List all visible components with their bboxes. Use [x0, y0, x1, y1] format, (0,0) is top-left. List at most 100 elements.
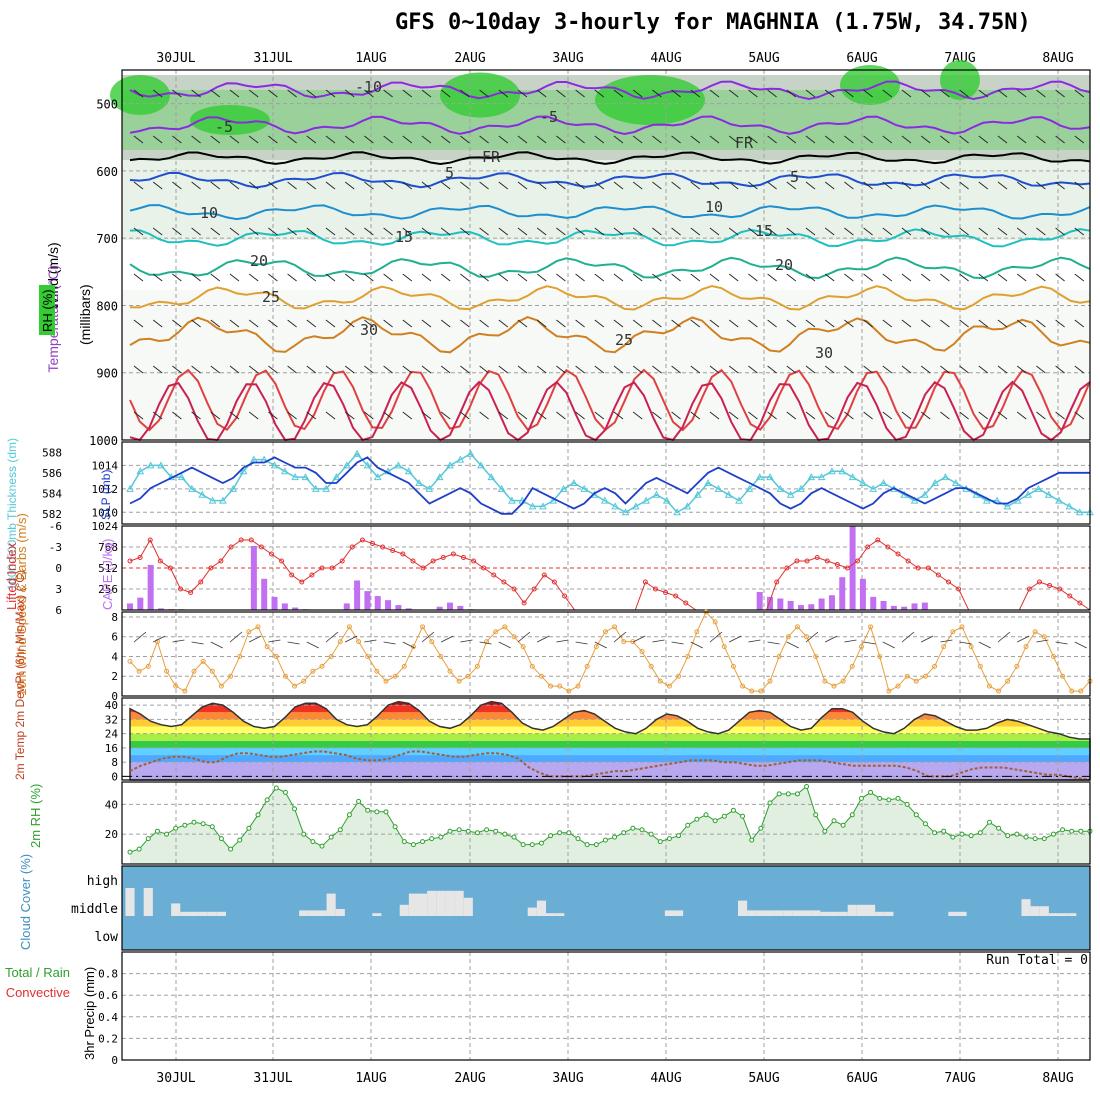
wind-barb: [152, 411, 163, 420]
lifted-index-marker: [319, 565, 325, 571]
wind-barb: [1036, 89, 1046, 98]
slp-tick-label: 1010: [92, 506, 119, 519]
cloud-bar: [747, 910, 757, 916]
surface-wind-barb: [959, 641, 972, 645]
wind-barb: [786, 227, 797, 236]
cape-bar: [447, 602, 453, 610]
lifted-index-marker: [501, 579, 507, 585]
cape-bar: [787, 600, 794, 610]
rh-marker: [145, 836, 151, 842]
surface-wind-barb: [767, 641, 780, 645]
wind-speed-marker: [849, 663, 855, 669]
wind-barb: [632, 411, 643, 420]
wind-barb: [421, 411, 432, 420]
cloud-bar: [856, 904, 866, 916]
wind-barb: [421, 89, 432, 98]
lifted-index-marker: [137, 555, 143, 560]
slp-marker: [466, 449, 475, 457]
rh-tick-label: 40: [105, 798, 118, 811]
wind-barb: [268, 135, 278, 144]
wind-barb: [652, 181, 662, 190]
wind-barb: [287, 411, 297, 420]
date-label-bottom: 7AUG: [944, 1071, 975, 1086]
wind-barb: [479, 181, 489, 190]
slp-marker: [931, 478, 940, 486]
isotherm-label: 30: [360, 321, 378, 339]
date-label-bottom: 31JUL: [253, 1071, 292, 1086]
wind-barb: [690, 89, 701, 98]
wind-barb: [306, 273, 317, 282]
rh-axis-label: RH (%): [40, 289, 55, 332]
rh-marker: [977, 830, 983, 836]
isotherm-line: [129, 171, 1091, 189]
temperature-band: [130, 701, 1090, 706]
surface-wind-barb: [479, 641, 492, 645]
wind-barb: [959, 411, 969, 420]
slp-marker: [683, 502, 692, 510]
wind-barb: [383, 411, 393, 420]
slp-marker: [446, 461, 454, 469]
surface-wind-barb: [1017, 635, 1030, 643]
wind-barb: [594, 227, 605, 236]
wind-barb: [882, 319, 893, 328]
slp-marker: [270, 461, 279, 469]
lifted-index-marker: [551, 579, 557, 585]
cloud-bar: [427, 890, 437, 916]
wind-barb: [671, 365, 681, 374]
wind-barb: [671, 89, 681, 98]
wind-barb: [748, 319, 758, 328]
rh-marker: [1078, 828, 1084, 834]
wind-speed-marker: [776, 653, 782, 659]
wind-barb: [1036, 411, 1046, 420]
wind-barb: [364, 273, 374, 282]
slp-marker: [807, 473, 816, 481]
wind-barb: [306, 89, 317, 98]
surface-wind-barb: [364, 639, 377, 643]
wind-speed-marker: [612, 624, 618, 630]
wind-barb: [402, 135, 413, 144]
wind-barb: [152, 365, 163, 374]
slp-marker: [1065, 502, 1074, 510]
cape-bar: [250, 546, 257, 610]
lifted-index-marker: [642, 579, 648, 585]
rh-marker: [721, 813, 727, 819]
wind-barb: [421, 135, 432, 144]
slp-marker: [456, 455, 465, 463]
wind-barb: [287, 135, 297, 144]
cloud-bar: [463, 897, 473, 916]
cloud-bar: [1058, 913, 1068, 916]
wind-speed-marker: [1014, 663, 1020, 669]
slp-marker: [373, 473, 382, 481]
wind-barb: [152, 319, 163, 328]
wind-barb: [844, 135, 854, 144]
wind-speed-marker: [356, 639, 362, 645]
surface-wind-barb: [402, 641, 415, 649]
rh-marker: [255, 812, 261, 818]
rh-marker: [886, 797, 892, 803]
wind-barb: [1074, 227, 1085, 236]
rh-marker: [584, 842, 590, 848]
wind-barb: [786, 365, 797, 374]
lifted-index-marker: [935, 572, 941, 578]
rh-marker: [566, 830, 572, 836]
wind-tick-label: 2: [111, 670, 118, 683]
wind-barb: [383, 181, 393, 190]
wind-barb: [882, 89, 893, 98]
wind-barb: [248, 181, 259, 190]
surface-wind-barb: [671, 641, 684, 645]
lifted-index-marker: [481, 565, 487, 571]
slp-marker: [910, 496, 919, 504]
wind-barb: [536, 135, 547, 144]
wind-barb: [978, 411, 989, 420]
wind-speed-marker: [557, 683, 563, 689]
cape-frame: [121, 525, 1091, 611]
wind-barb: [268, 319, 278, 328]
cape-bar: [281, 603, 288, 610]
wind-barb: [517, 135, 528, 144]
date-label-bottom: 4AUG: [650, 1071, 681, 1086]
cloud-bar: [536, 900, 546, 916]
cape-bar: [828, 595, 835, 610]
cloud-bar: [783, 910, 793, 916]
wind-barb: [364, 135, 374, 144]
